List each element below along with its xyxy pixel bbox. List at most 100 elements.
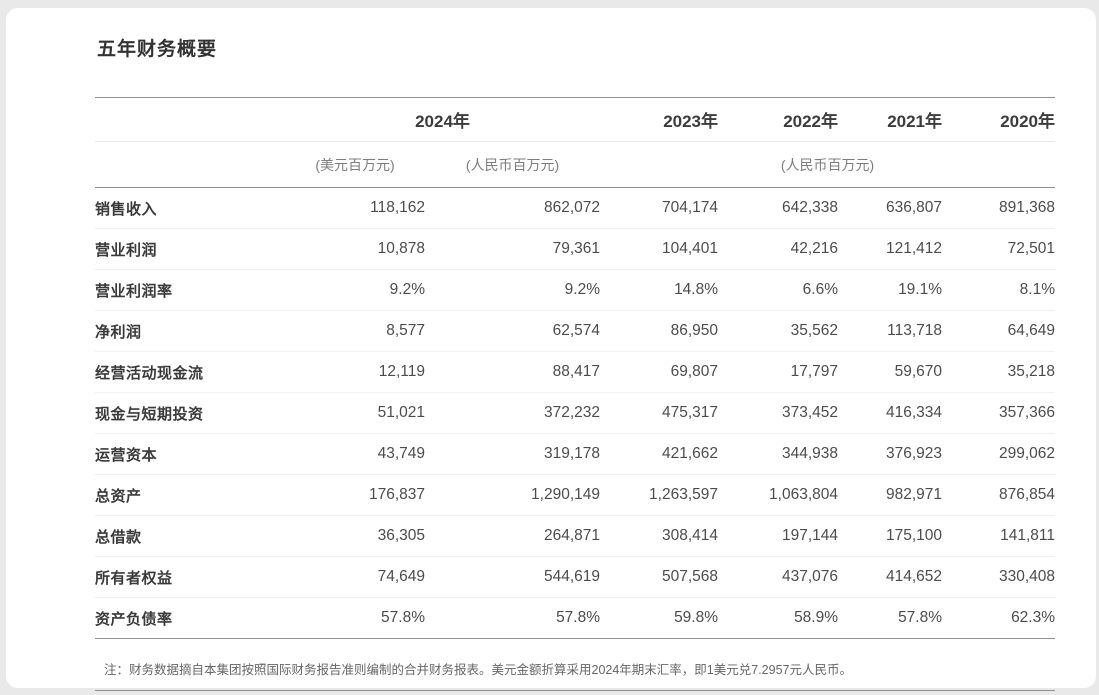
five-year-financial-table: 2024年 2023年 2022年 2021年 2020年 (美元百万元) (人… (95, 97, 1056, 639)
table-cell: 175,100 (838, 515, 943, 557)
year-header-2020: 2020年 (1000, 112, 1056, 131)
row-label: 总资产 (95, 474, 285, 516)
table-cell: 308,414 (600, 515, 719, 557)
table-cell: 57.8% (425, 597, 601, 639)
table-cell: 437,076 (718, 556, 839, 598)
unit-rmb-2024: (人民币百万元) (465, 156, 560, 173)
table-row: 营业利润 10,878 79,361 104,401 42,216 121,41… (95, 228, 1056, 270)
table-cell: 118,162 (285, 187, 425, 229)
table-row: 营业利润率 9.2% 9.2% 14.8% 6.6% 19.1% 8.1% (95, 269, 1056, 311)
table-cell: 12,119 (285, 351, 425, 393)
table-cell: 373,452 (718, 392, 839, 434)
table-cell: 8.1% (942, 269, 1056, 311)
table-cell: 544,619 (425, 556, 601, 598)
corner-cell (95, 142, 285, 188)
table-cell: 414,652 (838, 556, 943, 598)
table-cell: 176,837 (285, 474, 425, 516)
row-label: 净利润 (95, 310, 285, 352)
table-cell: 17,797 (718, 351, 839, 393)
table-cell: 62.3% (942, 597, 1056, 639)
table-row: 净利润 8,577 62,574 86,950 35,562 113,718 6… (95, 310, 1056, 352)
table-cell: 891,368 (942, 187, 1056, 229)
year-header-2022: 2022年 (783, 112, 839, 131)
year-header-2023: 2023年 (663, 112, 719, 131)
table-cell: 74,649 (285, 556, 425, 598)
table-row: 经营活动现金流 12,119 88,417 69,807 17,797 59,6… (95, 351, 1056, 393)
table-cell: 64,649 (942, 310, 1056, 352)
table-cell: 642,338 (718, 187, 839, 229)
table-cell: 507,568 (600, 556, 719, 598)
table-row: 销售收入 118,162 862,072 704,174 642,338 636… (95, 187, 1056, 229)
table-cell: 376,923 (838, 433, 943, 475)
table-cell: 113,718 (838, 310, 943, 352)
table-cell: 43,749 (285, 433, 425, 475)
table-cell: 57.8% (838, 597, 943, 639)
table-cell: 88,417 (425, 351, 601, 393)
table-cell: 475,317 (600, 392, 719, 434)
unit-rmb-right: (人民币百万元) (780, 156, 875, 173)
table-cell: 69,807 (600, 351, 719, 393)
table-cell: 9.2% (425, 269, 601, 311)
table-row: 现金与短期投资 51,021 372,232 475,317 373,452 4… (95, 392, 1056, 434)
year-header-2024: 2024年 (415, 112, 470, 131)
row-label: 营业利润率 (95, 269, 285, 311)
table-cell: 357,366 (942, 392, 1056, 434)
table-cell: 79,361 (425, 228, 601, 270)
table-cell: 264,871 (425, 515, 601, 557)
table-cell: 9.2% (285, 269, 425, 311)
table-cell: 982,971 (838, 474, 943, 516)
table-cell: 344,938 (718, 433, 839, 475)
table-cell: 36,305 (285, 515, 425, 557)
table-cell: 121,412 (838, 228, 943, 270)
table-row: 所有者权益 74,649 544,619 507,568 437,076 414… (95, 556, 1056, 598)
table-row: 资产负债率 57.8% 57.8% 59.8% 58.9% 57.8% 62.3… (95, 597, 1056, 639)
table-cell: 299,062 (942, 433, 1056, 475)
table-cell: 62,574 (425, 310, 601, 352)
table-cell: 59,670 (838, 351, 943, 393)
table-cell: 636,807 (838, 187, 943, 229)
table-cell: 42,216 (718, 228, 839, 270)
row-label: 销售收入 (95, 187, 285, 229)
table-row: 运营资本 43,749 319,178 421,662 344,938 376,… (95, 433, 1056, 475)
table-cell: 330,408 (942, 556, 1056, 598)
table-cell: 86,950 (600, 310, 719, 352)
table-cell: 59.8% (600, 597, 719, 639)
table-cell: 704,174 (600, 187, 719, 229)
table-cell: 372,232 (425, 392, 601, 434)
year-header-2021: 2021年 (887, 112, 943, 131)
table-cell: 35,218 (942, 351, 1056, 393)
table-cell: 416,334 (838, 392, 943, 434)
table-cell: 1,263,597 (600, 474, 719, 516)
row-label: 总借款 (95, 515, 285, 557)
table-row: 总资产 176,837 1,290,149 1,263,597 1,063,80… (95, 474, 1056, 516)
corner-cell (95, 98, 285, 142)
row-label: 营业利润 (95, 228, 285, 270)
row-label: 经营活动现金流 (95, 351, 285, 393)
unit-usd-2024: (美元百万元) (315, 156, 395, 173)
row-label: 现金与短期投资 (95, 392, 285, 434)
table-cell: 1,290,149 (425, 474, 601, 516)
table-cell: 421,662 (600, 433, 719, 475)
row-label: 资产负债率 (95, 597, 285, 639)
page-title: 五年财务概要 (97, 39, 218, 60)
table-cell: 8,577 (285, 310, 425, 352)
table-cell: 876,854 (942, 474, 1056, 516)
table-cell: 141,811 (942, 515, 1056, 557)
table-cell: 35,562 (718, 310, 839, 352)
report-card: 五年财务概要 2024年 2023年 2022年 2021年 2020年 (美元… (6, 8, 1096, 691)
table-row: 总借款 36,305 264,871 308,414 197,144 175,1… (95, 515, 1056, 557)
table-cell: 58.9% (718, 597, 839, 639)
table-cell: 1,063,804 (718, 474, 839, 516)
row-label: 所有者权益 (95, 556, 285, 598)
table-cell: 104,401 (600, 228, 719, 270)
unit-header-row: (美元百万元) (人民币百万元) (人民币百万元) (95, 142, 1056, 188)
table-cell: 57.8% (285, 597, 425, 639)
table-cell: 14.8% (600, 269, 719, 311)
table-cell: 197,144 (718, 515, 839, 557)
footnote: 注：财务数据摘自本集团按照国际财务报告准则编制的合并财务报表。美元金额折算采用2… (95, 646, 1055, 691)
table-cell: 72,501 (942, 228, 1056, 270)
table-cell: 6.6% (718, 269, 839, 311)
table-cell: 319,178 (425, 433, 601, 475)
row-label: 运营资本 (95, 433, 285, 475)
table-cell: 10,878 (285, 228, 425, 270)
